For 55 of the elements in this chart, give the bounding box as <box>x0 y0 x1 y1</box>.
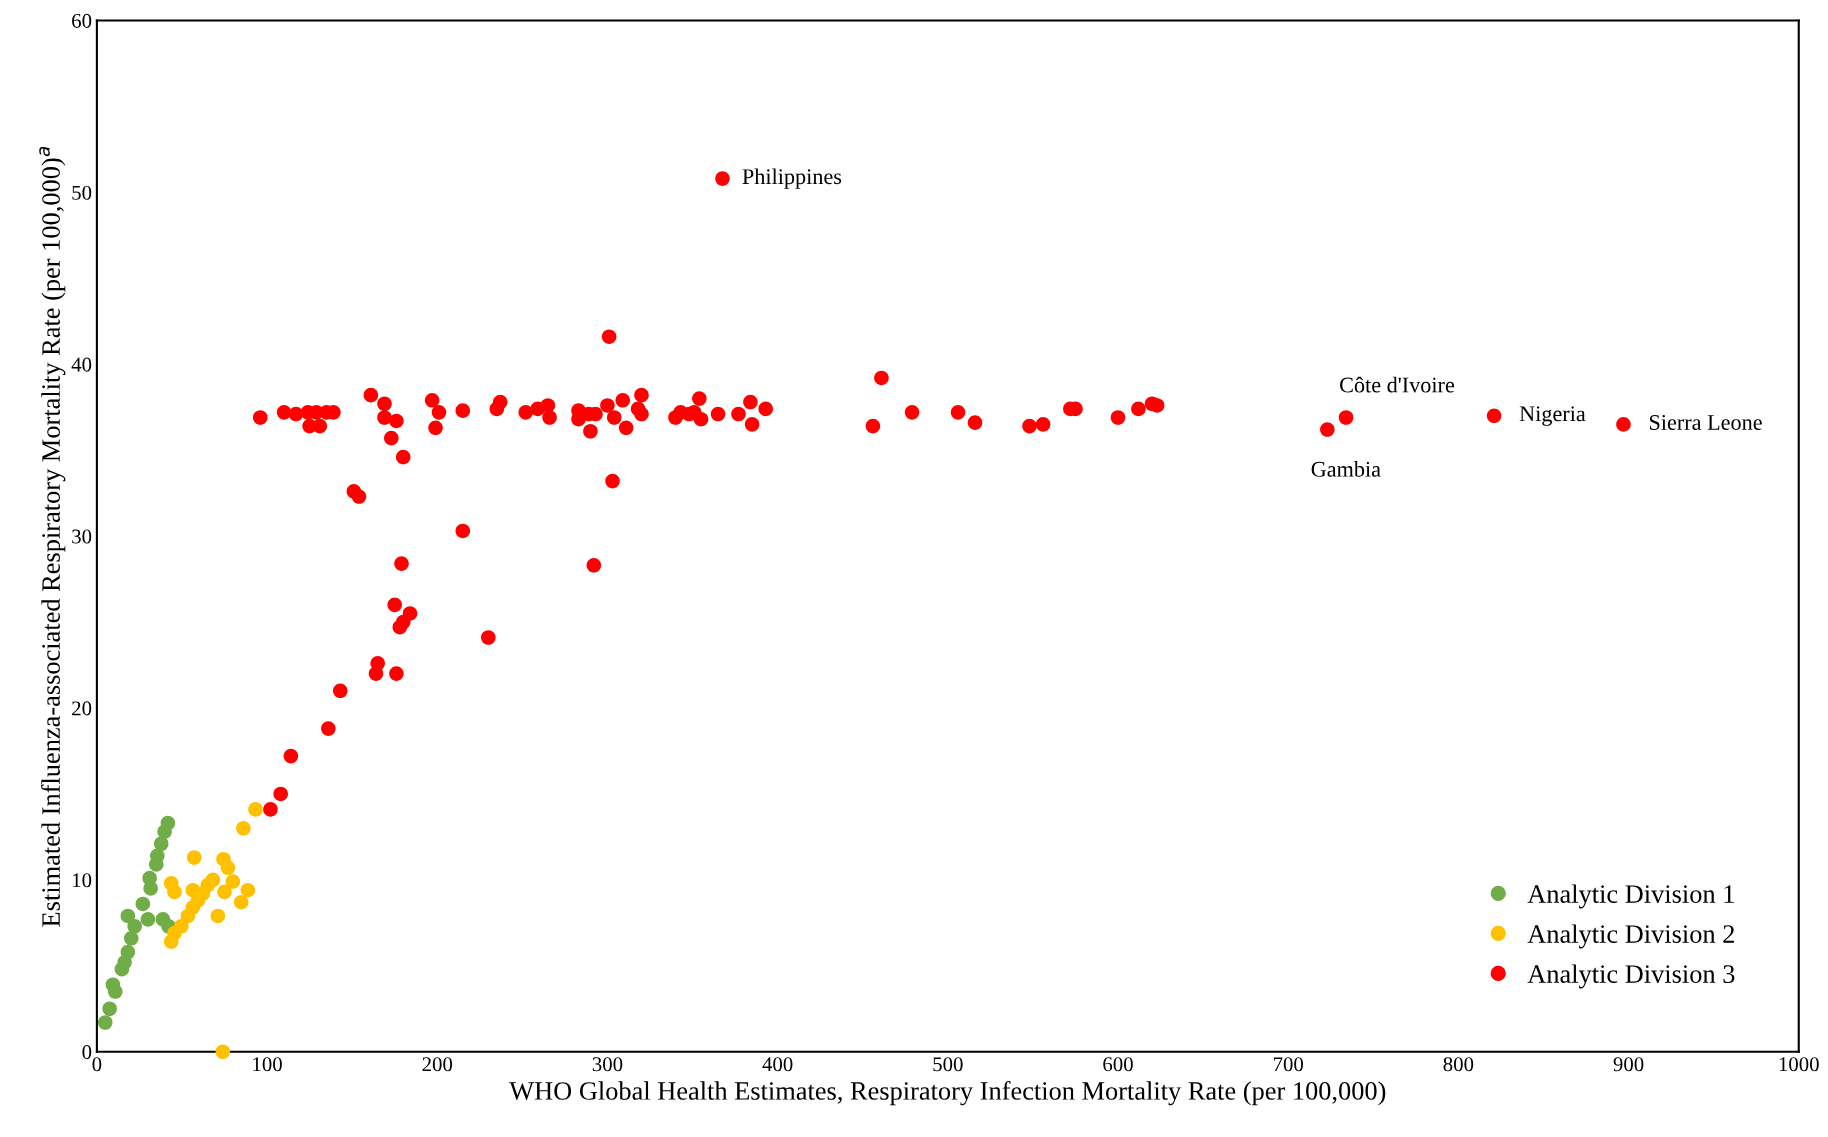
annotation: Côte d'Ivoire <box>1340 376 1455 393</box>
point <box>233 894 249 910</box>
point <box>97 1015 113 1030</box>
x-tick-label: 800 <box>1443 1057 1474 1072</box>
point <box>127 918 142 934</box>
y-tick-label: 60 <box>72 13 92 28</box>
point <box>120 908 136 924</box>
x-tick-label: 500 <box>933 1057 963 1072</box>
point <box>135 896 151 912</box>
y-tick-label: 40 <box>71 357 92 372</box>
x-tick-label: 700 <box>1273 1057 1304 1072</box>
point <box>107 984 123 999</box>
point <box>217 884 232 900</box>
annotation: Sierra Leone <box>1649 415 1762 430</box>
annotation: Gambia <box>1311 461 1381 477</box>
point <box>185 882 201 898</box>
legend-label: Analytic Division 2 <box>1527 924 1734 949</box>
point <box>140 912 156 927</box>
y-tick-label: 30 <box>72 529 92 544</box>
point <box>123 931 139 946</box>
y-tick-label: 50 <box>72 185 92 200</box>
point <box>149 857 164 872</box>
point <box>205 872 221 888</box>
point <box>215 1044 231 1060</box>
legend-label: Analytic Division 3 <box>1527 964 1735 989</box>
x-axis-title: WHO Global Health Estimates, Respiratory Infection Mortality Rate (per 100,000) <box>509 1081 1386 1106</box>
x-tick-label: 100 <box>253 1057 282 1072</box>
point <box>220 860 236 876</box>
y-axis-title: Estimated Influenza-associated Respiratory Mortality Rate (per 100,000)$^{a}$ <box>39 146 66 927</box>
point <box>167 884 182 900</box>
x-tick-label: 1000 <box>1779 1057 1819 1072</box>
point <box>210 908 226 924</box>
point <box>236 821 251 836</box>
annotation: Philippines <box>742 168 842 189</box>
x-tick-label: 900 <box>1613 1057 1644 1072</box>
point <box>143 881 158 896</box>
y-tick-label: 20 <box>72 701 92 716</box>
point <box>240 882 256 898</box>
point <box>248 802 263 817</box>
point <box>114 961 130 977</box>
x-tick-label: 600 <box>1103 1057 1133 1072</box>
x-tick-label: 200 <box>422 1057 453 1072</box>
point <box>174 918 189 934</box>
x-tick-label: 300 <box>592 1057 623 1072</box>
point <box>102 1001 117 1017</box>
point <box>153 836 169 852</box>
x-tick-label: 400 <box>762 1057 793 1072</box>
annotation: Nigeria <box>1519 406 1586 426</box>
y-tick-label: 10 <box>73 873 92 888</box>
legend-label: Analytic Division 1 <box>1527 884 1734 909</box>
point <box>225 874 241 889</box>
y-tick-label: 0 <box>82 1045 92 1060</box>
x-tick-label: 0 <box>92 1057 102 1072</box>
point <box>186 850 202 865</box>
point <box>157 824 172 840</box>
